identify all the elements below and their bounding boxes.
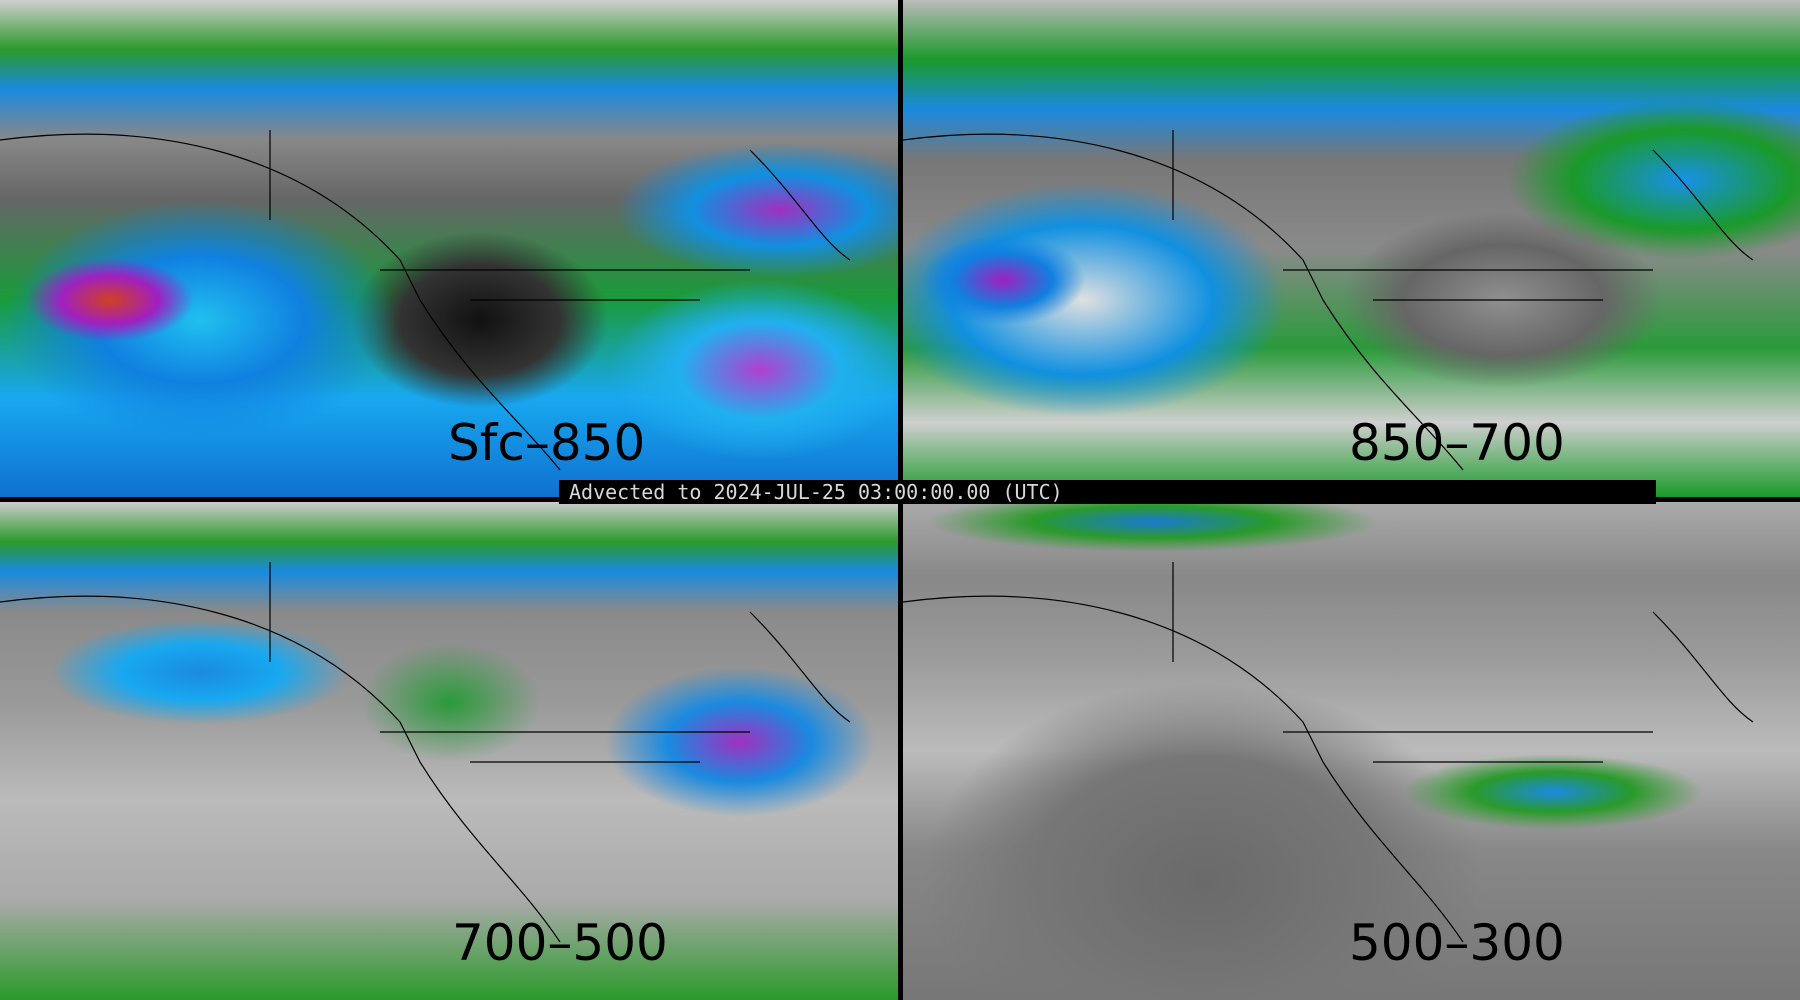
map-panel-500-300: 500–300 bbox=[903, 502, 1800, 1000]
field-shading bbox=[903, 0, 1800, 497]
panel-label: 700–500 bbox=[452, 914, 668, 972]
panel-label: Sfc–850 bbox=[448, 414, 646, 472]
coastlines-borders bbox=[0, 562, 851, 943]
coastlines-borders bbox=[903, 130, 1754, 471]
panel-label: 850–700 bbox=[1349, 414, 1565, 472]
coastlines-borders bbox=[903, 562, 1754, 943]
map-panel-850-700: 850–700 bbox=[903, 0, 1800, 497]
panel-label: 500–300 bbox=[1349, 914, 1565, 972]
map-panel-sfc-850: Sfc–850 bbox=[0, 0, 898, 497]
field-shading bbox=[0, 0, 898, 497]
advection-time-banner: Advected to 2024-JUL-25 03:00:00.00 (UTC… bbox=[559, 480, 1656, 504]
field-shading bbox=[0, 502, 898, 1000]
field-shading bbox=[903, 502, 1800, 1000]
map-panel-700-500: 700–500 bbox=[0, 502, 898, 1000]
coastlines-borders bbox=[0, 130, 851, 471]
